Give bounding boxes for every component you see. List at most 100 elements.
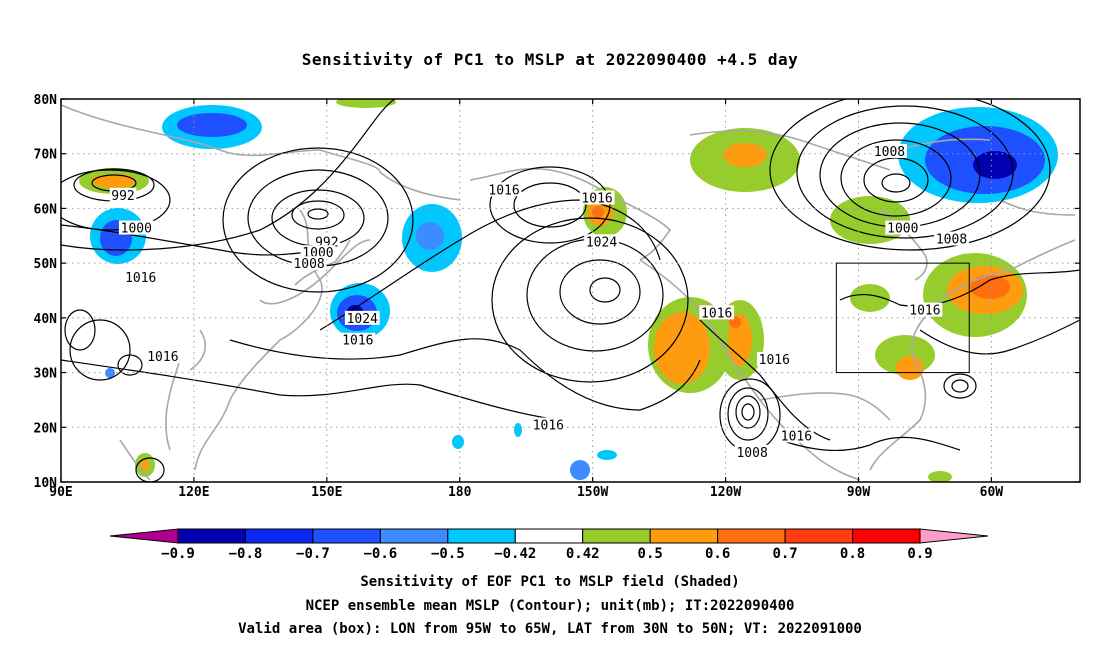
colorbar-segment [244,528,314,544]
contour-1016-asia [61,99,396,251]
contour-label-bg [118,220,154,235]
coastline-america-east [869,239,1076,471]
shade-negative [416,222,444,250]
lat-tick-label: 40N [34,312,58,327]
coastline-arctic [689,130,1076,216]
contour-label: 1008 [936,233,967,248]
shade-negative [177,113,247,137]
colorbar-triangle-low [109,528,179,544]
contour-label: 1016 [909,304,940,319]
colorbar-segment [447,528,516,544]
contour-label: 1008 [736,446,767,461]
colorbar-segment [514,528,584,544]
contour-1016-caribbean [779,436,961,452]
lon-tick-label: 150W [577,485,608,500]
mslp-contours [61,99,1080,482]
lat-tick-label: 70N [34,148,58,163]
contour-label: 1024 [347,312,378,327]
contour-low-okhotsk [222,147,414,293]
contour-label-bg [486,182,522,197]
lon-tick-label: 150E [311,485,342,500]
contour-label-bg [291,256,327,271]
contour-1016-east [919,319,1080,355]
contour-high-pacific [526,238,664,352]
colorbar-label: −0.7 [296,546,330,562]
lat-tick-label: 60N [34,202,58,217]
contour-label-bg [123,269,159,284]
contour-label-bg [756,351,792,366]
contour-label-bg [300,245,336,260]
shade-negative [105,368,115,378]
coastline-alaska [469,167,672,261]
contour-small-low [64,309,96,351]
contour-label-bg [907,302,943,317]
colorbar-label: 0.7 [772,546,797,562]
contour-small-low [69,319,131,381]
shade-positive [970,275,1010,299]
colorbar-label: −0.8 [229,546,263,562]
contour-labels: 9921000101699210001008101610161024102410… [109,143,969,461]
map-title: Sensitivity of PC1 to MSLP at 2022090400… [301,50,799,69]
lon-tick-label: 90E [49,485,72,500]
colorbar-segment [582,528,651,544]
coastlines [61,104,1076,481]
lat-tick-label: 30N [34,367,58,382]
contour-low-siberia [61,169,171,231]
contour-low-hurricane [727,387,769,441]
colorbar-segment [717,528,786,544]
colorbar-segment [379,528,449,544]
shade-positive [592,206,604,218]
contour-small-low [117,354,143,376]
shade-positive [850,284,890,312]
contour-label-bg [779,428,814,443]
shade-positive [141,459,149,471]
contour-label-bg [885,220,921,235]
contour-label-bg [872,143,907,158]
shade-positive [723,143,767,167]
lon-tick-label: 120E [178,485,209,500]
contour-low-okhotsk [307,208,329,220]
coastline-japan [294,239,351,286]
contour-1008-asia [61,224,321,256]
coastline-america-west [639,259,861,481]
colorbar-label: −0.42 [494,546,536,562]
lon-tick-label: 60W [980,485,1004,500]
contour-label: 1024 [586,235,617,250]
contour-label-bg [934,231,969,246]
lon-tick-label: 90W [847,485,871,500]
contour-label: 1016 [147,350,178,365]
contour-high-pacific [491,217,689,383]
contour-label: 1016 [533,419,564,434]
contour-high-bermuda [951,379,969,393]
contour-1024-ridge [319,199,661,331]
contour-low-hurricane [735,395,761,429]
contour-label: 1000 [887,222,918,237]
contour-1016-mexico [699,319,831,441]
lat-lon-grid [61,99,1080,482]
shade-positive [928,471,952,482]
lat-tick-label: 20N [34,421,58,436]
caption-shading: Sensitivity of EOF PC1 to MSLP field (Sh… [360,574,740,590]
contour-small-low [135,457,165,482]
colorbar-segment [649,528,719,544]
colorbar-label: 0.6 [705,546,730,562]
colorbar-label: −0.5 [431,546,465,562]
contour-label: 1016 [701,306,732,321]
colorbar-label: 0.42 [566,546,600,562]
contour-label: 1016 [488,183,519,198]
contour-high-pacific [589,277,621,303]
contour-1016-atlantic [839,269,1080,307]
contour-1016-south [61,359,561,421]
shade-negative [570,460,590,480]
contour-label: 992 [111,189,134,204]
contour-label-bg [584,234,619,249]
contour-label: 1008 [293,257,324,272]
contour-label-bg [313,234,341,249]
shade-positive [92,174,136,188]
valid-area-box [835,262,970,374]
coastline-gulf [759,392,891,421]
colorbar-label: 0.9 [907,546,932,562]
lat-tick-label: 80N [34,93,58,108]
colorbar-segment [312,528,381,544]
